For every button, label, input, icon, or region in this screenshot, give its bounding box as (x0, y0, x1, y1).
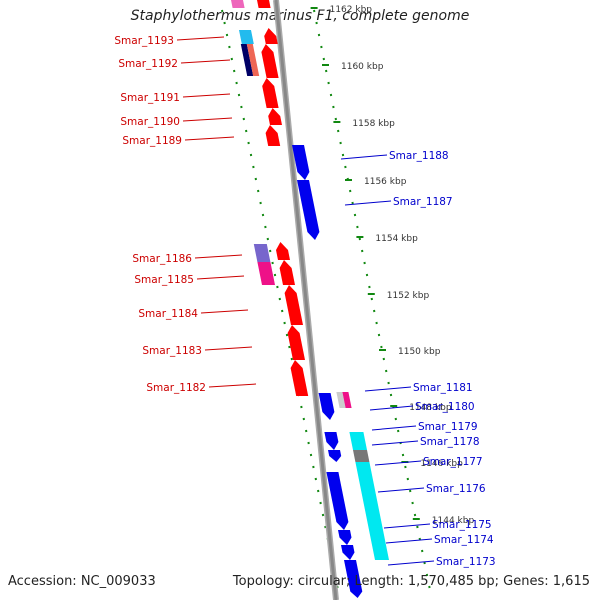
gene-label: Smar_1191 (120, 92, 180, 104)
gene-leader-line (385, 538, 433, 544)
scale-label: 1144 kbp (432, 516, 475, 526)
genome-backbone-core (274, 0, 338, 600)
forward-gene (268, 108, 282, 125)
gene-label: Smar_1189 (122, 135, 182, 147)
gene-label: Smar_1177 (423, 456, 483, 468)
gene-leader-line (369, 405, 414, 411)
gene-label: Smar_1182 (146, 382, 206, 394)
feature-box (353, 450, 370, 462)
feature-box (349, 432, 367, 450)
scale-label: 1150 kbp (398, 347, 441, 357)
gene-label: Smar_1184 (138, 308, 198, 320)
feature-box (342, 392, 352, 408)
feature-box (231, 0, 245, 8)
scale-label: 1162 kbp (330, 5, 373, 15)
forward-gene (257, 0, 271, 8)
gene-label: Smar_1183 (142, 345, 202, 357)
reverse-gene (349, 585, 363, 598)
topology-text: Topology: circular; Length: 1,570,485 bp… (232, 574, 590, 589)
forward-gene (290, 360, 309, 396)
reverse-gene (338, 530, 352, 545)
gene-label: Smar_1188 (389, 150, 449, 162)
gene-label: Smar_1193 (114, 35, 174, 47)
gene-leader-line (182, 93, 231, 98)
gene-leader-line (208, 383, 257, 388)
gene-label: Smar_1192 (118, 58, 178, 70)
gene-leader-line (387, 560, 435, 566)
gene-label: Smar_1175 (432, 519, 492, 531)
gene-leader-line (180, 59, 231, 64)
gene-leader-line (182, 117, 233, 122)
gene-label: Smar_1180 (415, 401, 475, 413)
reverse-gene (328, 450, 342, 462)
gene-label: Smar_1186 (132, 253, 192, 265)
reverse-gene (297, 180, 320, 240)
feature-box (240, 44, 254, 76)
forward-gene (265, 125, 281, 146)
gene-leader-line (194, 254, 243, 259)
gene-label: Smar_1173 (436, 556, 496, 568)
gene-leader-line (371, 425, 417, 431)
forward-gene (264, 28, 278, 44)
feature-box (372, 545, 389, 560)
gene-label: Smar_1178 (420, 436, 480, 448)
feature-box (369, 530, 386, 545)
gene-leader-line (196, 275, 245, 280)
scale-label: 1152 kbp (387, 291, 430, 301)
scale-label: 1160 kbp (341, 62, 384, 72)
gene-leader-line (371, 440, 419, 446)
feature-box (336, 392, 346, 408)
reverse-gene (318, 393, 335, 420)
gene-leader-line (176, 36, 225, 41)
reverse-gene (344, 560, 361, 585)
reverse-gene (341, 545, 355, 560)
feature-box (253, 244, 271, 262)
feature-box (239, 30, 254, 44)
accession-text: Accession: NC_009033 (8, 574, 156, 589)
forward-gene (261, 44, 279, 78)
forward-gene (287, 325, 305, 360)
gene-leader-line (383, 523, 431, 529)
scale-label: 1154 kbp (375, 234, 418, 244)
feature-box (246, 44, 260, 76)
gene-leader-line (344, 200, 392, 206)
map-title: Staphylothermus marinus F1, complete gen… (130, 8, 470, 24)
gene-label: Smar_1190 (120, 116, 180, 128)
reverse-gene (292, 145, 310, 180)
gene-label: Smar_1176 (426, 483, 486, 495)
scale-label: 1156 kbp (364, 177, 407, 187)
scale-label: 1148 kbp (409, 403, 452, 413)
scale-label: 1146 kbp (420, 459, 463, 469)
gene-leader-line (200, 309, 249, 314)
reverse-gene (326, 472, 349, 530)
gene-leader-line (364, 386, 412, 392)
gene-leader-line (184, 136, 235, 141)
gene-label: Smar_1181 (413, 382, 473, 394)
feature-box (257, 262, 275, 285)
gene-leader-line (340, 154, 388, 160)
gene-label: Smar_1174 (434, 534, 494, 546)
gene-label: Smar_1187 (393, 196, 453, 208)
gene-label: Smar_1185 (134, 274, 194, 286)
gene-leader-line (204, 346, 253, 351)
feature-box (355, 462, 383, 530)
forward-gene (262, 78, 279, 108)
gene-label: Smar_1179 (418, 421, 478, 433)
scale-label: 1158 kbp (352, 119, 395, 129)
forward-gene (284, 285, 303, 325)
forward-gene (279, 260, 295, 285)
gene-leader-line (374, 460, 422, 466)
forward-gene (276, 242, 290, 260)
gene-leader-line (377, 487, 425, 493)
reverse-gene (324, 432, 339, 450)
